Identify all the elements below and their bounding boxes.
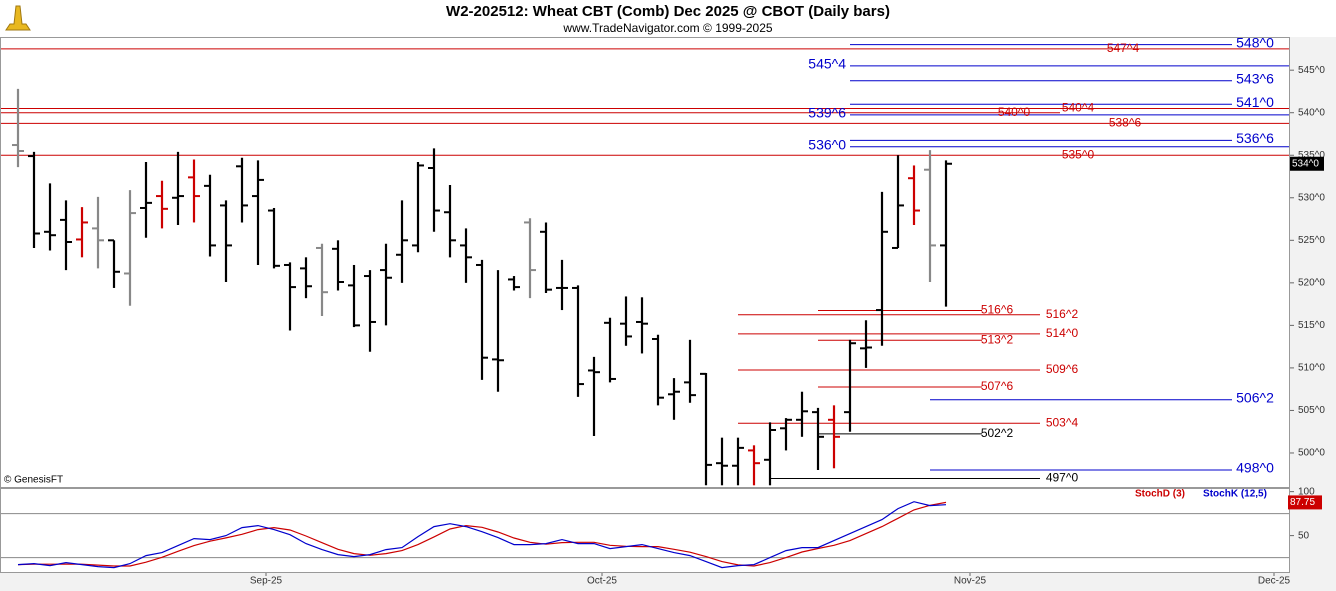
y-tick-label: 535^0 [1298,150,1325,161]
last-price-label: 534^0 [1292,158,1319,169]
x-tick-label: Oct-25 [587,576,617,587]
level-label: 507^6 [981,379,1014,393]
level-label: 509^6 [1046,362,1079,376]
y-tick-label: 500^0 [1298,448,1325,459]
y-tick-label: 100 [1298,486,1315,497]
level-label: 538^6 [1109,116,1142,130]
level-label: 503^4 [1046,415,1079,429]
last-value-label: 87.75 [1290,497,1315,508]
stoch-panel [0,488,1290,573]
price-panel [0,37,1290,488]
level-label: 547^4 [1107,41,1140,55]
x-tick-label: Dec-25 [1258,576,1291,587]
logo [5,5,31,31]
level-label: 536^6 [1236,130,1274,146]
watermark: © GenesisFT [4,475,63,486]
level-label: 543^6 [1236,71,1274,87]
level-label: 548^0 [1236,34,1274,50]
legend-entry: StochK (12,5) [1203,489,1267,500]
price-plot [1,44,1289,486]
level-label: 535^0 [1062,147,1095,161]
level-label: 539^6 [808,105,846,121]
level-label: 514^0 [1046,326,1079,340]
x-tick-label: Nov-25 [954,576,987,587]
level-label: 506^2 [1236,390,1274,406]
level-label: 540^4 [1062,101,1095,115]
level-label: 513^2 [981,332,1014,346]
y-tick-label: 50 [1298,530,1310,541]
stoch-line [17,501,947,569]
chart-subtitle: www.TradeNavigator.com © 1999-2025 [562,21,772,35]
stoch-line [17,501,947,567]
level-label: 545^4 [808,56,846,72]
y-tick-label: 530^0 [1298,192,1325,203]
level-label: 502^2 [981,426,1014,440]
x-tick-label: Sep-25 [250,576,283,587]
level-label: 536^0 [808,136,846,152]
y-tick-label: 520^0 [1298,277,1325,288]
y-tick-label: 540^0 [1298,107,1325,118]
level-label: 516^6 [981,303,1014,317]
legend-entry: StochD (3) [1135,489,1185,500]
last-value-box [1288,495,1322,510]
level-label: 516^2 [1046,307,1079,321]
stoch-plot [1,501,1289,569]
last-price-box [1290,156,1324,171]
y-tick-label: 510^0 [1298,363,1325,374]
chart-title: W2-202512: Wheat CBT (Comb) Dec 2025 @ C… [446,3,890,20]
logo-shape [5,5,31,31]
y-tick-label: 525^0 [1298,235,1325,246]
level-label: 497^0 [1046,471,1079,485]
level-label: 541^0 [1236,94,1274,110]
y-tick-label: 545^0 [1298,65,1325,76]
axis-area [0,573,1290,591]
level-label: 498^0 [1236,460,1274,476]
y-tick-label: 515^0 [1298,320,1325,331]
y-tick-label: 505^0 [1298,405,1325,416]
level-label: 540^0 [998,105,1031,119]
